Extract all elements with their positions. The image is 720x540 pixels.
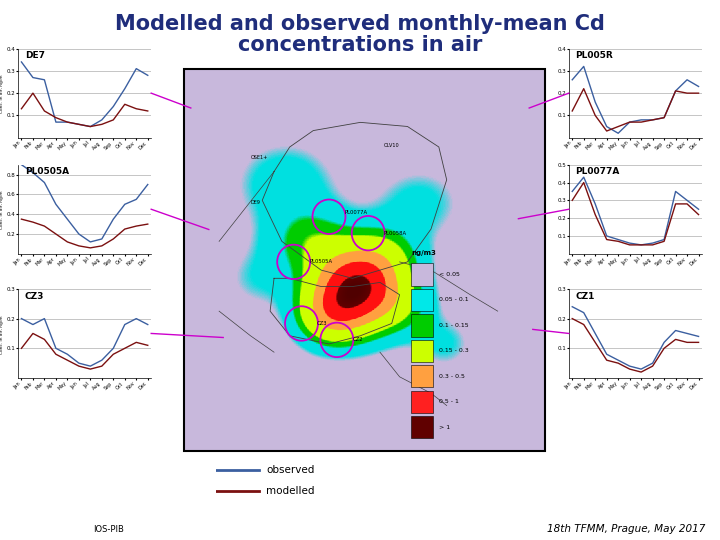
Text: DE7: DE7: [24, 51, 45, 60]
Text: OSE1+: OSE1+: [251, 156, 268, 160]
Bar: [411, 340, 433, 362]
Bar: [411, 365, 433, 388]
Text: IOS-PIB: IOS-PIB: [94, 524, 125, 534]
Text: CZ1: CZ1: [575, 292, 595, 301]
Text: CZ2: CZ2: [353, 338, 363, 342]
Text: ng/m3: ng/m3: [411, 250, 436, 256]
Text: PL0077A: PL0077A: [575, 167, 620, 177]
Y-axis label: Conc. in air, ng/m³: Conc. in air, ng/m³: [551, 73, 555, 113]
Y-axis label: Conc. in air, ng/m³: Conc. in air, ng/m³: [0, 73, 4, 113]
Text: 0.5 - 1: 0.5 - 1: [439, 399, 459, 404]
Text: modelled: modelled: [266, 487, 315, 496]
Text: 0.3 - 0.5: 0.3 - 0.5: [439, 374, 464, 379]
Text: CZ3: CZ3: [318, 321, 328, 326]
Bar: [411, 264, 433, 286]
Y-axis label: Conc. in air, ng/m³: Conc. in air, ng/m³: [551, 189, 555, 230]
Y-axis label: Conc. in air, ng/m³: Conc. in air, ng/m³: [0, 189, 4, 230]
Text: > 1: > 1: [439, 424, 450, 430]
Text: PL0505A: PL0505A: [310, 259, 333, 265]
Text: DE9: DE9: [251, 200, 261, 205]
Y-axis label: Conc. in air, ng/m³: Conc. in air, ng/m³: [0, 313, 4, 354]
Bar: [411, 289, 433, 311]
Text: PL0058A: PL0058A: [384, 231, 407, 235]
Text: CZ3: CZ3: [24, 292, 44, 301]
Bar: [411, 390, 433, 413]
Bar: [411, 416, 433, 438]
Text: PL005R: PL005R: [575, 51, 613, 60]
Text: 0.05 - 0.1: 0.05 - 0.1: [439, 298, 469, 302]
Bar: [411, 314, 433, 336]
Text: OLV10: OLV10: [384, 143, 400, 148]
Text: PL0505A: PL0505A: [24, 167, 69, 177]
Text: observed: observed: [266, 465, 315, 475]
Y-axis label: Conc. in air, ng/m³: Conc. in air, ng/m³: [551, 313, 555, 354]
Text: 0.15 - 0.3: 0.15 - 0.3: [439, 348, 469, 353]
Text: Modelled and observed monthly-mean Cd: Modelled and observed monthly-mean Cd: [115, 14, 605, 33]
Text: concentrations in air: concentrations in air: [238, 35, 482, 55]
Text: PL0077A: PL0077A: [345, 210, 368, 215]
Text: < 0.05: < 0.05: [439, 272, 459, 277]
Text: 18th TFMM, Prague, May 2017: 18th TFMM, Prague, May 2017: [547, 523, 706, 534]
Text: 0.1 - 0.15: 0.1 - 0.15: [439, 323, 469, 328]
